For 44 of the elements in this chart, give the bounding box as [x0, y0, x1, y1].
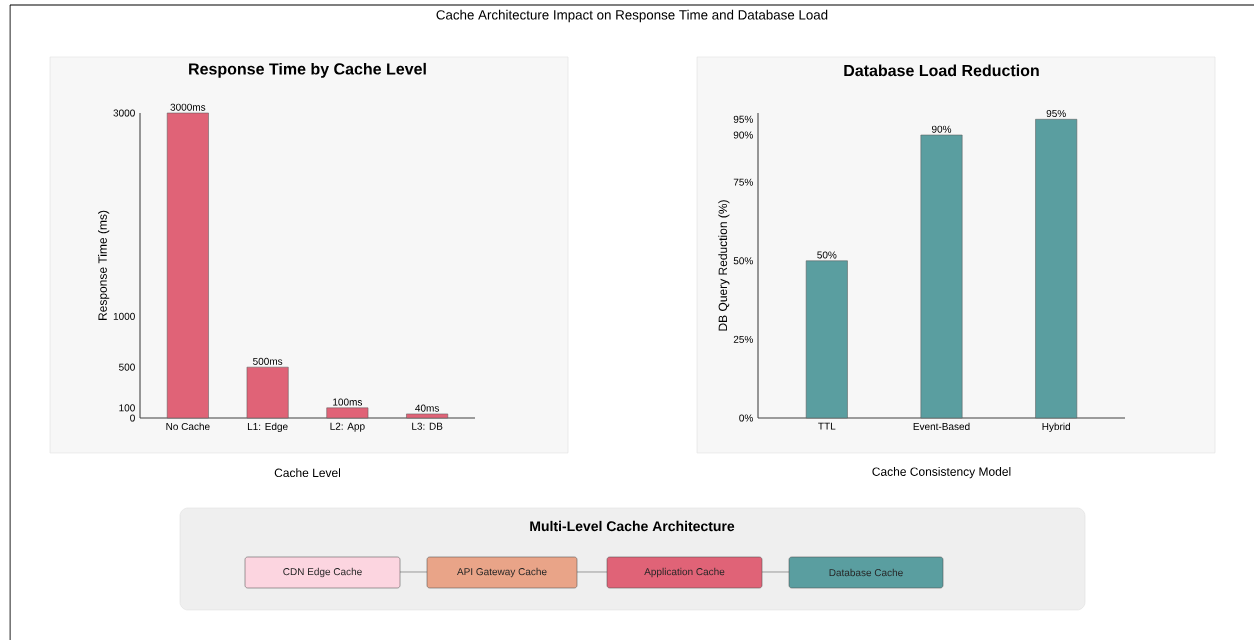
y-axis-title: DB Query Reduction (%)	[718, 200, 730, 331]
x-axis-title: Cache Level	[274, 468, 341, 478]
x-tick-label: Hybrid	[1042, 422, 1070, 433]
y-tick-label: 50%	[733, 257, 753, 265]
y-tick-label: 90%	[733, 131, 753, 139]
x-axis-title: Cache Consistency Model	[872, 467, 1011, 479]
y-tick-label: 25%	[733, 335, 753, 343]
x-tick-label: L3: DB	[412, 422, 443, 430]
text: Cache Architecture Impact on Response Time and Database Load	[436, 9, 828, 23]
y-tick-label: 1000	[113, 312, 135, 320]
x-tick-label: No Cache	[166, 422, 210, 431]
x-tick-label: TTL	[818, 422, 836, 430]
data-label: 90%	[931, 125, 952, 133]
data-label: 500ms	[253, 357, 283, 365]
bar	[246, 366, 289, 419]
bar	[805, 260, 848, 419]
bar	[166, 112, 209, 419]
y-tick-label: 75%	[733, 178, 753, 186]
y-tick-label: 95%	[733, 115, 753, 123]
x-tick-label: Event-Based	[913, 422, 970, 431]
bar	[920, 134, 963, 419]
bar	[326, 407, 369, 419]
y-tick-label: 500	[119, 363, 135, 371]
bar	[1035, 119, 1078, 419]
y-tick-label: 0	[130, 414, 135, 422]
bar	[406, 413, 449, 419]
data-label: 40ms	[415, 404, 440, 412]
chart-title: Database Load Reduction	[844, 64, 1039, 77]
data-label: 100ms	[333, 398, 363, 406]
category-label: Application Cache	[644, 567, 725, 578]
data-label: 95%	[1046, 109, 1066, 118]
chart-title: Response Time by Cache Level	[189, 62, 426, 78]
y-tick-label: 3000	[113, 109, 135, 117]
y-tick-label: 0%	[739, 414, 753, 422]
category-label: Database Cache	[829, 568, 903, 577]
x-tick-label: L1: Edge	[247, 422, 288, 433]
category-label: CDN Edge Cache	[283, 567, 362, 578]
data-label: 3000ms	[170, 103, 206, 111]
y-tick-label: 100	[119, 404, 135, 412]
y-axis-title: Response Time (ms)	[98, 210, 110, 320]
category-label: API Gateway Cache	[457, 567, 547, 578]
data-label: 50%	[817, 251, 837, 259]
x-tick-label: L2: App	[330, 422, 365, 432]
text: Multi-Level Cache Architecture	[530, 520, 735, 532]
